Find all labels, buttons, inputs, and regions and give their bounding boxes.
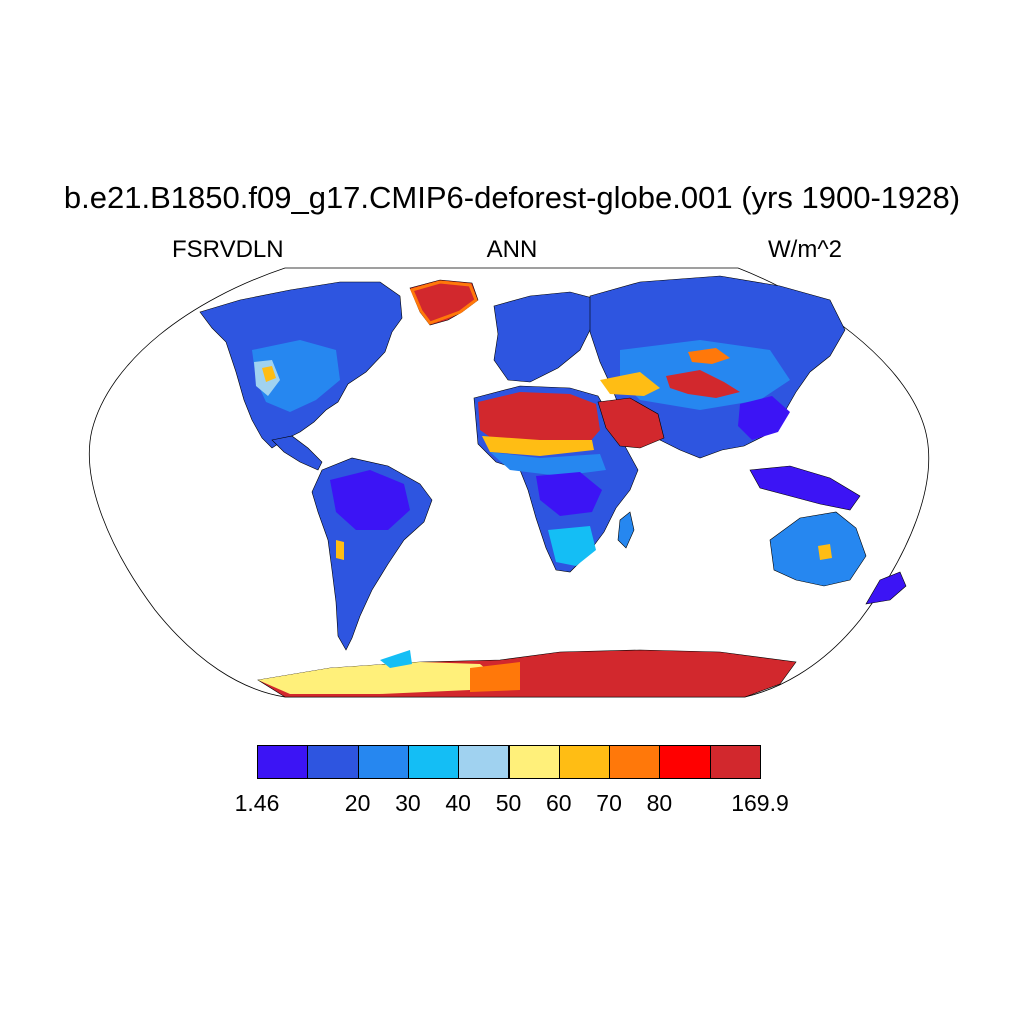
colorbar-label: 169.9 bbox=[731, 790, 789, 816]
season-label: ANN bbox=[486, 236, 538, 263]
colorbar-box bbox=[407, 745, 460, 779]
land-central-america bbox=[271, 435, 323, 471]
land-amazon bbox=[330, 470, 410, 530]
land-australia-interior bbox=[818, 544, 832, 560]
colorbar-label: 20 bbox=[344, 790, 371, 816]
land-andes bbox=[336, 540, 344, 560]
land-north-america-hot bbox=[262, 366, 276, 382]
colorbar-label: 50 bbox=[495, 790, 522, 816]
colorbar-label: 1.46 bbox=[234, 790, 280, 816]
land-middle-east bbox=[600, 372, 660, 396]
land-sahel-south bbox=[490, 452, 606, 476]
land-arabia bbox=[597, 397, 665, 449]
colorbar-box bbox=[458, 745, 510, 779]
colorbar-box bbox=[508, 745, 560, 779]
colorbar-label: 60 bbox=[546, 790, 572, 816]
colorbar-label: 80 bbox=[646, 790, 673, 816]
land-southern-africa bbox=[548, 526, 596, 566]
plot-title: b.e21.B1850.f09_g17.CMIP6-deforest-globe… bbox=[63, 180, 961, 215]
land-antarctica-west bbox=[258, 662, 500, 694]
colorbar-label: 40 bbox=[445, 790, 471, 816]
units-label: W/m^2 bbox=[768, 236, 842, 263]
colorbar-box bbox=[558, 745, 611, 779]
land-antarctica-rim bbox=[470, 662, 520, 692]
colorbar-box bbox=[307, 745, 359, 779]
colorbar-box bbox=[659, 745, 711, 779]
land-indonesia bbox=[749, 465, 861, 511]
land-gobi-rim bbox=[688, 348, 730, 364]
colorbar-box bbox=[257, 745, 309, 779]
land-europe bbox=[493, 291, 601, 383]
colorbar-label: 30 bbox=[395, 790, 421, 816]
colorbar-label: 70 bbox=[596, 790, 622, 816]
land-sahara bbox=[478, 392, 600, 446]
land-madagascar bbox=[617, 511, 635, 549]
land-tibet-gobi bbox=[666, 370, 740, 398]
land-antarctica-peninsula bbox=[380, 650, 412, 668]
land-east-asia bbox=[738, 396, 790, 440]
colorbar-box bbox=[709, 745, 761, 779]
colorbar-box bbox=[357, 745, 409, 779]
land-greenland-rim bbox=[409, 280, 478, 325]
land-north-america-plains bbox=[252, 340, 340, 412]
variable-label: FSRVDLN bbox=[172, 236, 284, 263]
land-sahel bbox=[482, 436, 594, 456]
colorbar-box bbox=[609, 745, 661, 779]
land-australia bbox=[769, 511, 867, 587]
land-new-zealand bbox=[865, 571, 907, 605]
land-congo bbox=[536, 472, 602, 516]
